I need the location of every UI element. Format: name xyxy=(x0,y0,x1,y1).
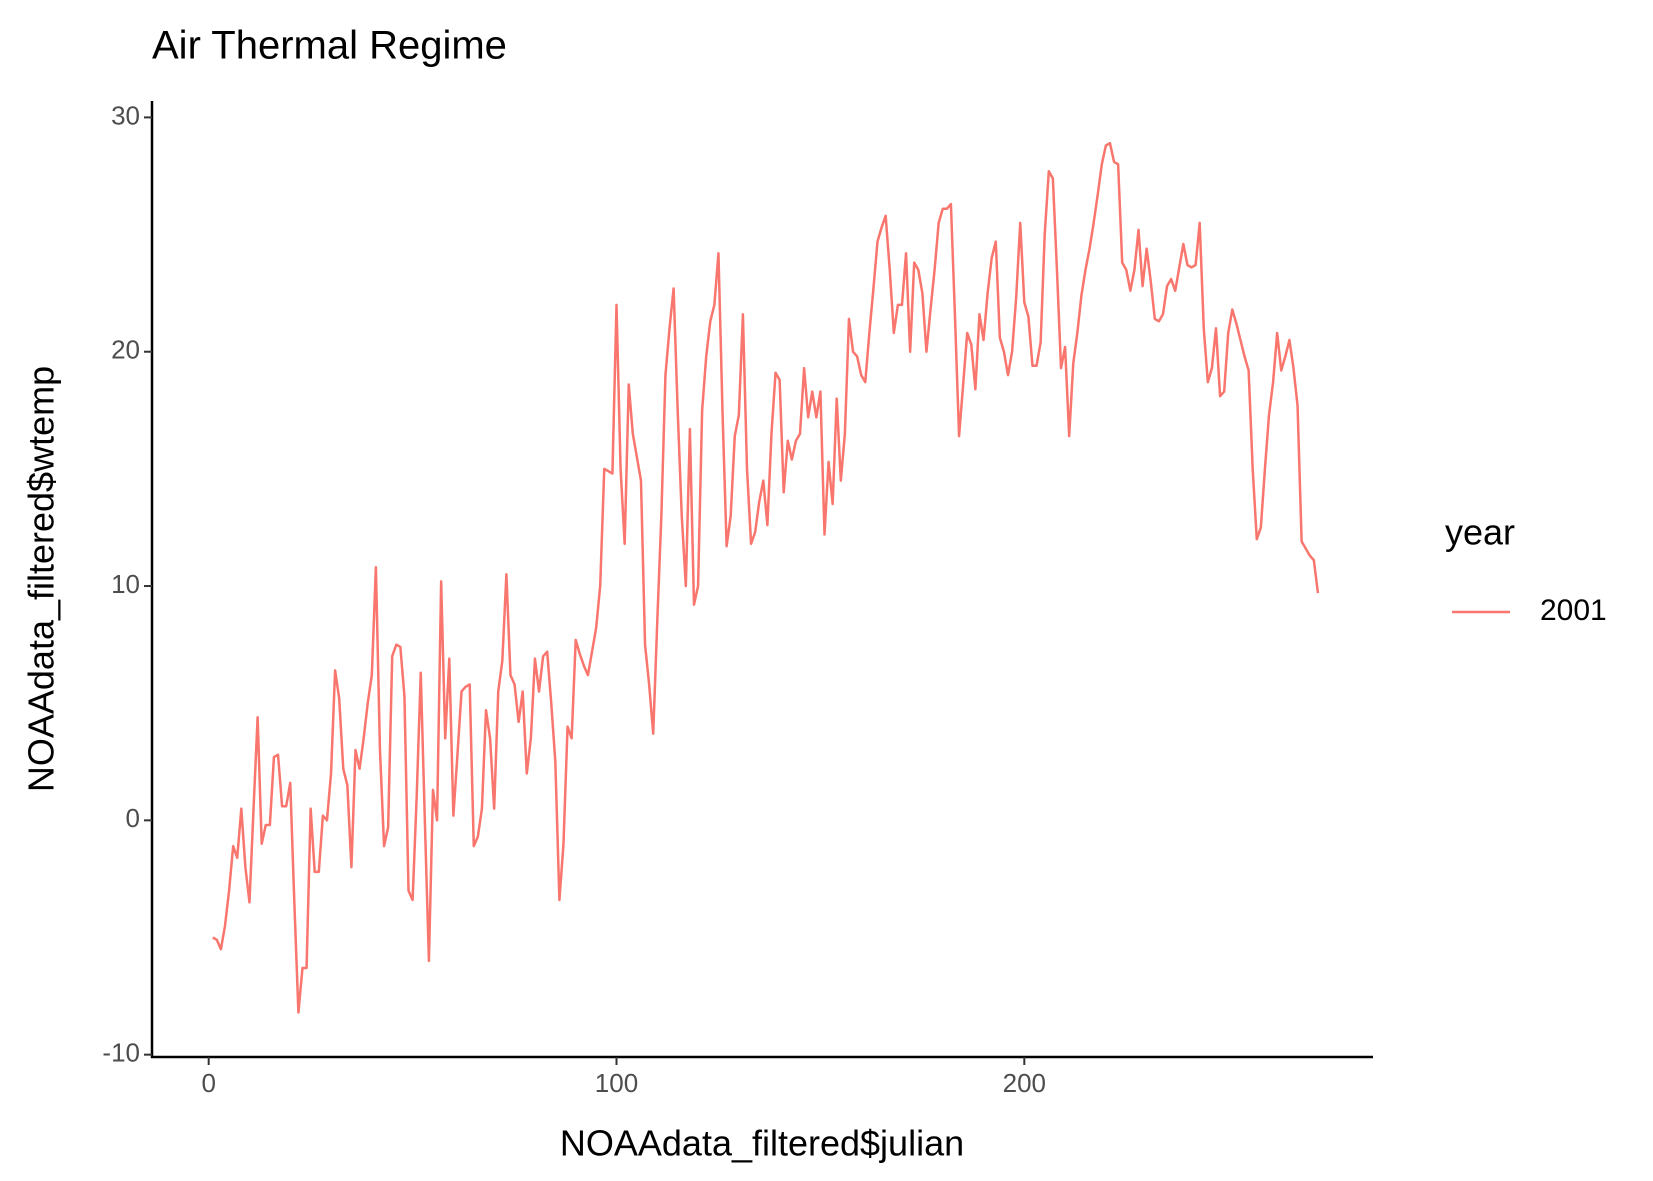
x-tick-label: 0 xyxy=(201,1068,215,1098)
y-tick-label: 0 xyxy=(126,803,140,833)
x-axis-label: NOAAdata_filtered$julian xyxy=(560,1123,964,1164)
x-tick-label: 100 xyxy=(595,1068,638,1098)
y-tick-label: 10 xyxy=(111,569,140,599)
legend-title: year xyxy=(1445,512,1515,553)
y-tick-label: -10 xyxy=(102,1038,140,1068)
x-tick-label: 200 xyxy=(1003,1068,1046,1098)
series-line xyxy=(212,141,1320,1014)
legend-label: 2001 xyxy=(1540,594,1607,627)
y-tick-label: 30 xyxy=(111,100,140,130)
y-tick-label: 20 xyxy=(111,335,140,365)
y-axis-label: NOAAdata_filtered$wtemp xyxy=(21,366,62,792)
chart-title: Air Thermal Regime xyxy=(152,24,507,68)
